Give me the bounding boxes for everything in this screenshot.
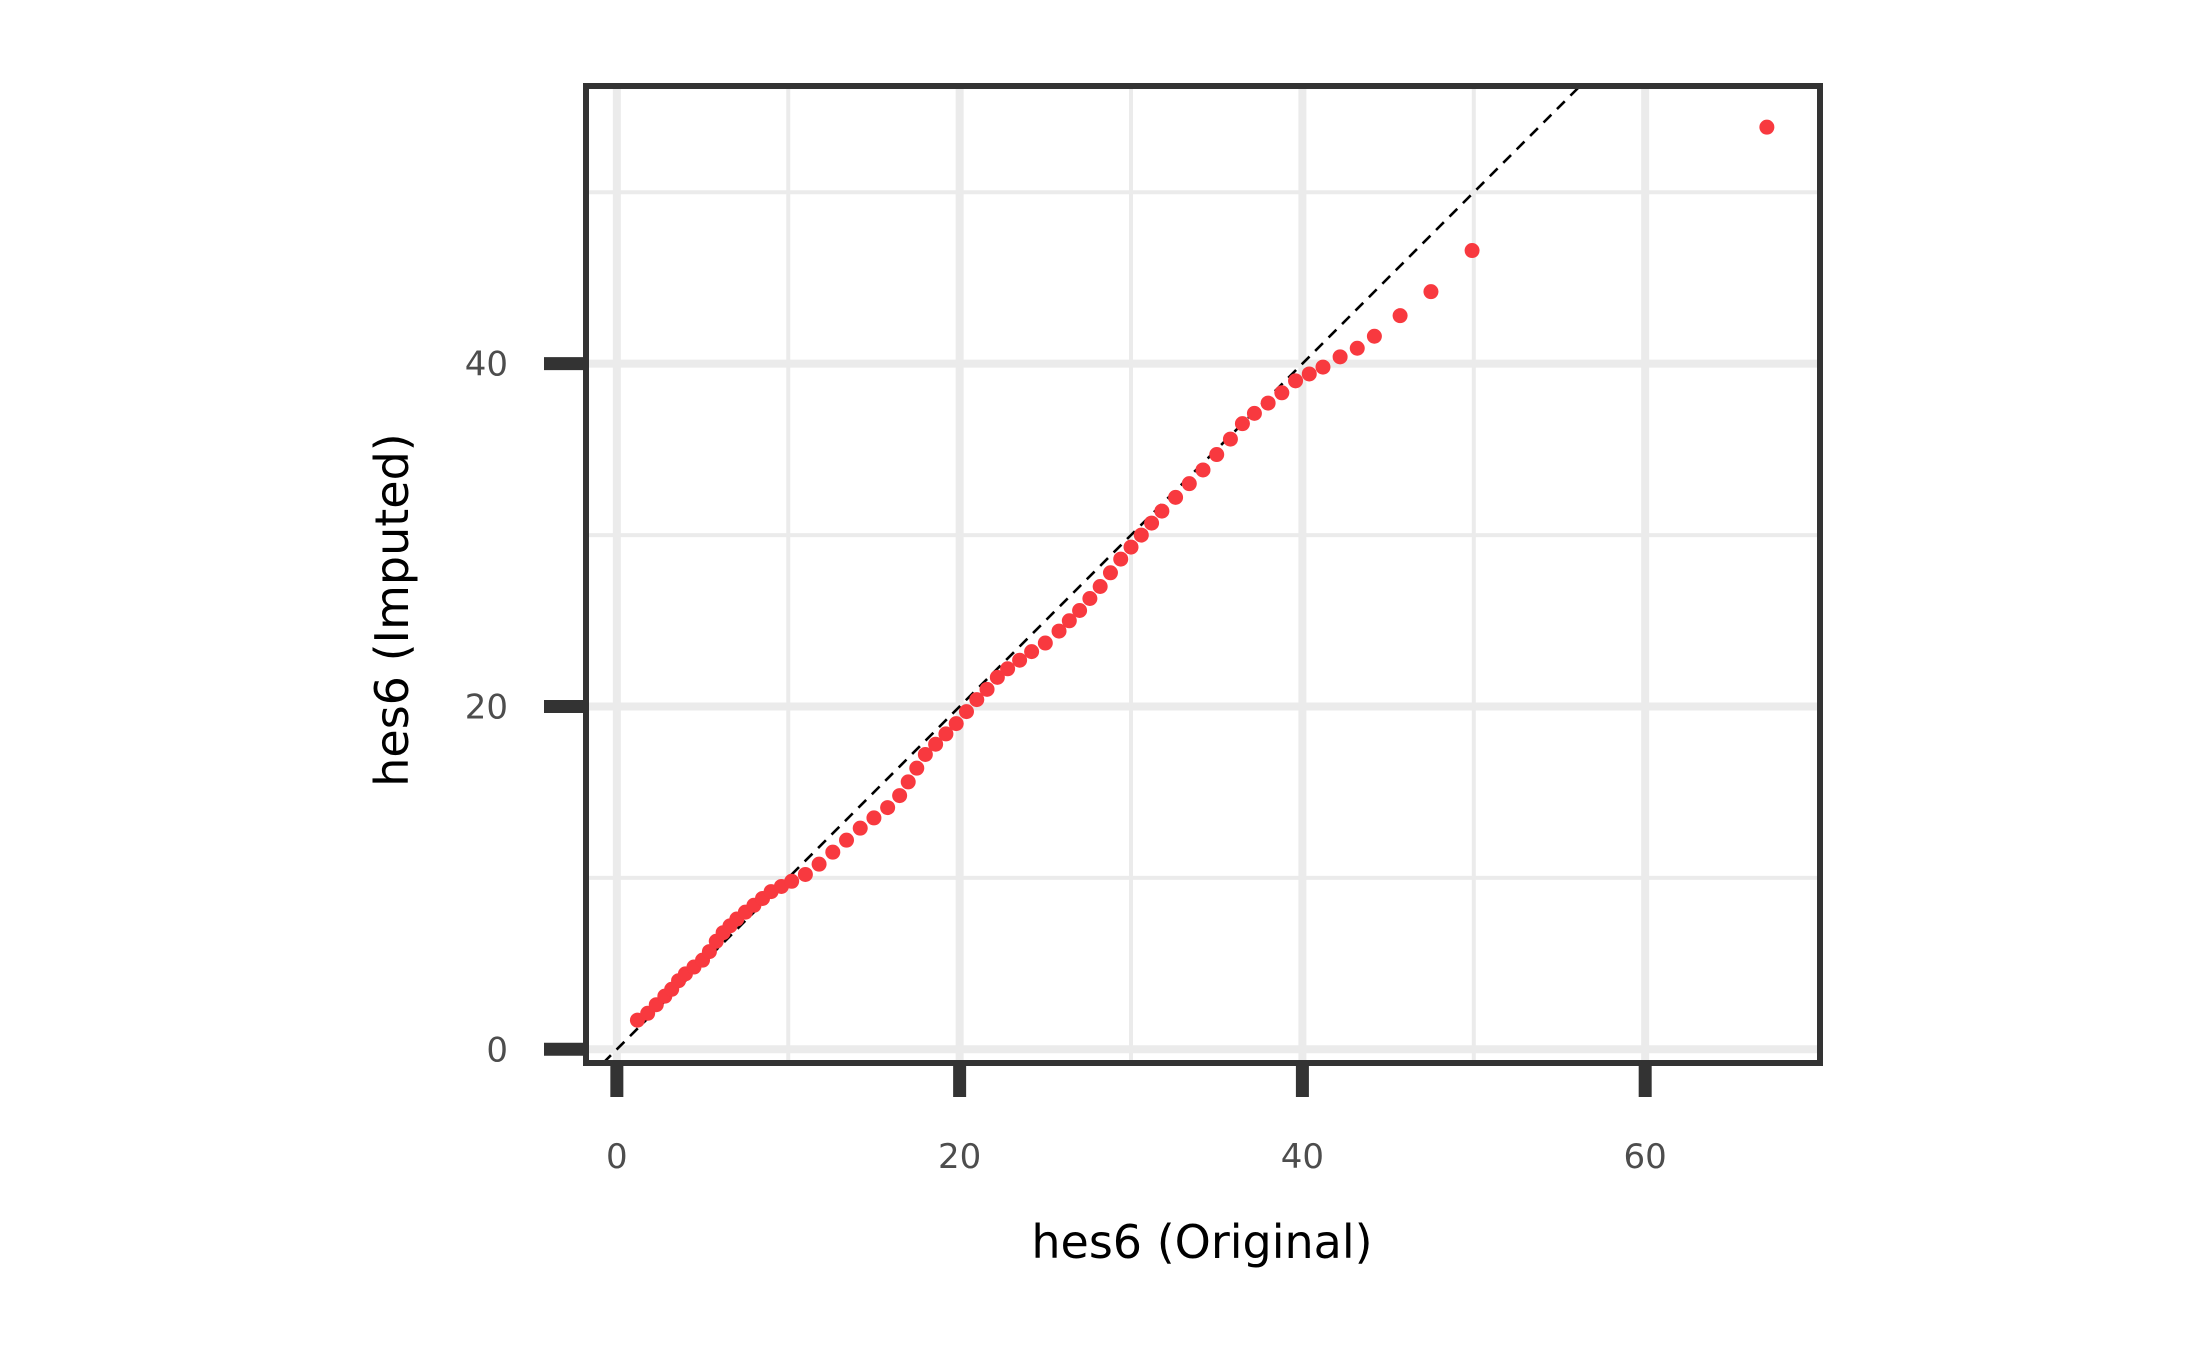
data-point — [866, 810, 882, 826]
data-point — [900, 774, 916, 790]
data-point — [1037, 635, 1053, 651]
data-point — [1181, 476, 1197, 492]
data-point — [1133, 527, 1149, 543]
data-point — [1464, 243, 1480, 259]
data-point — [1072, 602, 1088, 618]
data-point — [839, 832, 855, 848]
data-point — [909, 760, 925, 776]
data-point — [797, 866, 813, 882]
data-point — [1000, 661, 1016, 677]
grid — [586, 86, 1820, 1063]
data-point — [989, 669, 1005, 685]
data-point — [1315, 359, 1331, 375]
data-point — [1234, 416, 1250, 432]
data-point — [1092, 578, 1108, 594]
data-point — [1102, 565, 1118, 581]
y-tick-label: 40 — [465, 345, 508, 385]
data-point — [1288, 373, 1304, 389]
data-point — [917, 746, 933, 762]
data-point — [825, 844, 841, 860]
data-point — [1154, 503, 1170, 519]
data-point — [1349, 340, 1365, 356]
data-point — [1082, 590, 1098, 606]
y-tick-label: 20 — [465, 687, 508, 727]
data-point — [969, 692, 985, 708]
data-point — [1209, 447, 1225, 463]
data-point — [1274, 385, 1290, 401]
data-point — [948, 716, 964, 732]
data-point — [979, 681, 995, 697]
x-tick-label: 0 — [606, 1137, 628, 1177]
data-point — [1332, 349, 1348, 365]
data-point — [1061, 613, 1077, 629]
data-point — [938, 726, 954, 742]
data-point — [1195, 462, 1211, 478]
data-point — [880, 800, 896, 816]
axes: 0 20 40 60 0 20 40 — [465, 345, 1667, 1177]
data-point — [1024, 644, 1040, 660]
data-point — [1051, 623, 1067, 639]
data-point — [1366, 328, 1382, 344]
data-point — [1144, 515, 1160, 531]
data-point — [1246, 405, 1262, 421]
x-tick-label: 20 — [938, 1137, 981, 1177]
y-tick-label: 0 — [486, 1030, 508, 1070]
data-point — [1012, 652, 1028, 668]
panel-border — [583, 83, 1823, 1066]
data-point — [1260, 395, 1276, 411]
data-point — [1222, 431, 1238, 447]
x-axis-title: hes6 (Original) — [1031, 1215, 1372, 1269]
data-point — [1759, 119, 1775, 135]
y-axis-title: hes6 (Imputed) — [365, 433, 419, 786]
x-tick-label: 60 — [1624, 1137, 1667, 1177]
data-point — [892, 788, 908, 804]
data-point — [1123, 539, 1139, 555]
data-points — [629, 119, 1775, 1028]
data-point — [1113, 551, 1129, 567]
x-tick-label: 40 — [1281, 1137, 1324, 1177]
data-point — [1392, 308, 1408, 324]
data-point — [958, 704, 974, 720]
data-point — [852, 820, 868, 836]
data-point — [784, 873, 800, 889]
data-point — [811, 856, 827, 872]
data-point — [1168, 489, 1184, 505]
data-point — [928, 736, 944, 752]
data-point — [1423, 284, 1439, 300]
data-point — [1301, 366, 1317, 382]
